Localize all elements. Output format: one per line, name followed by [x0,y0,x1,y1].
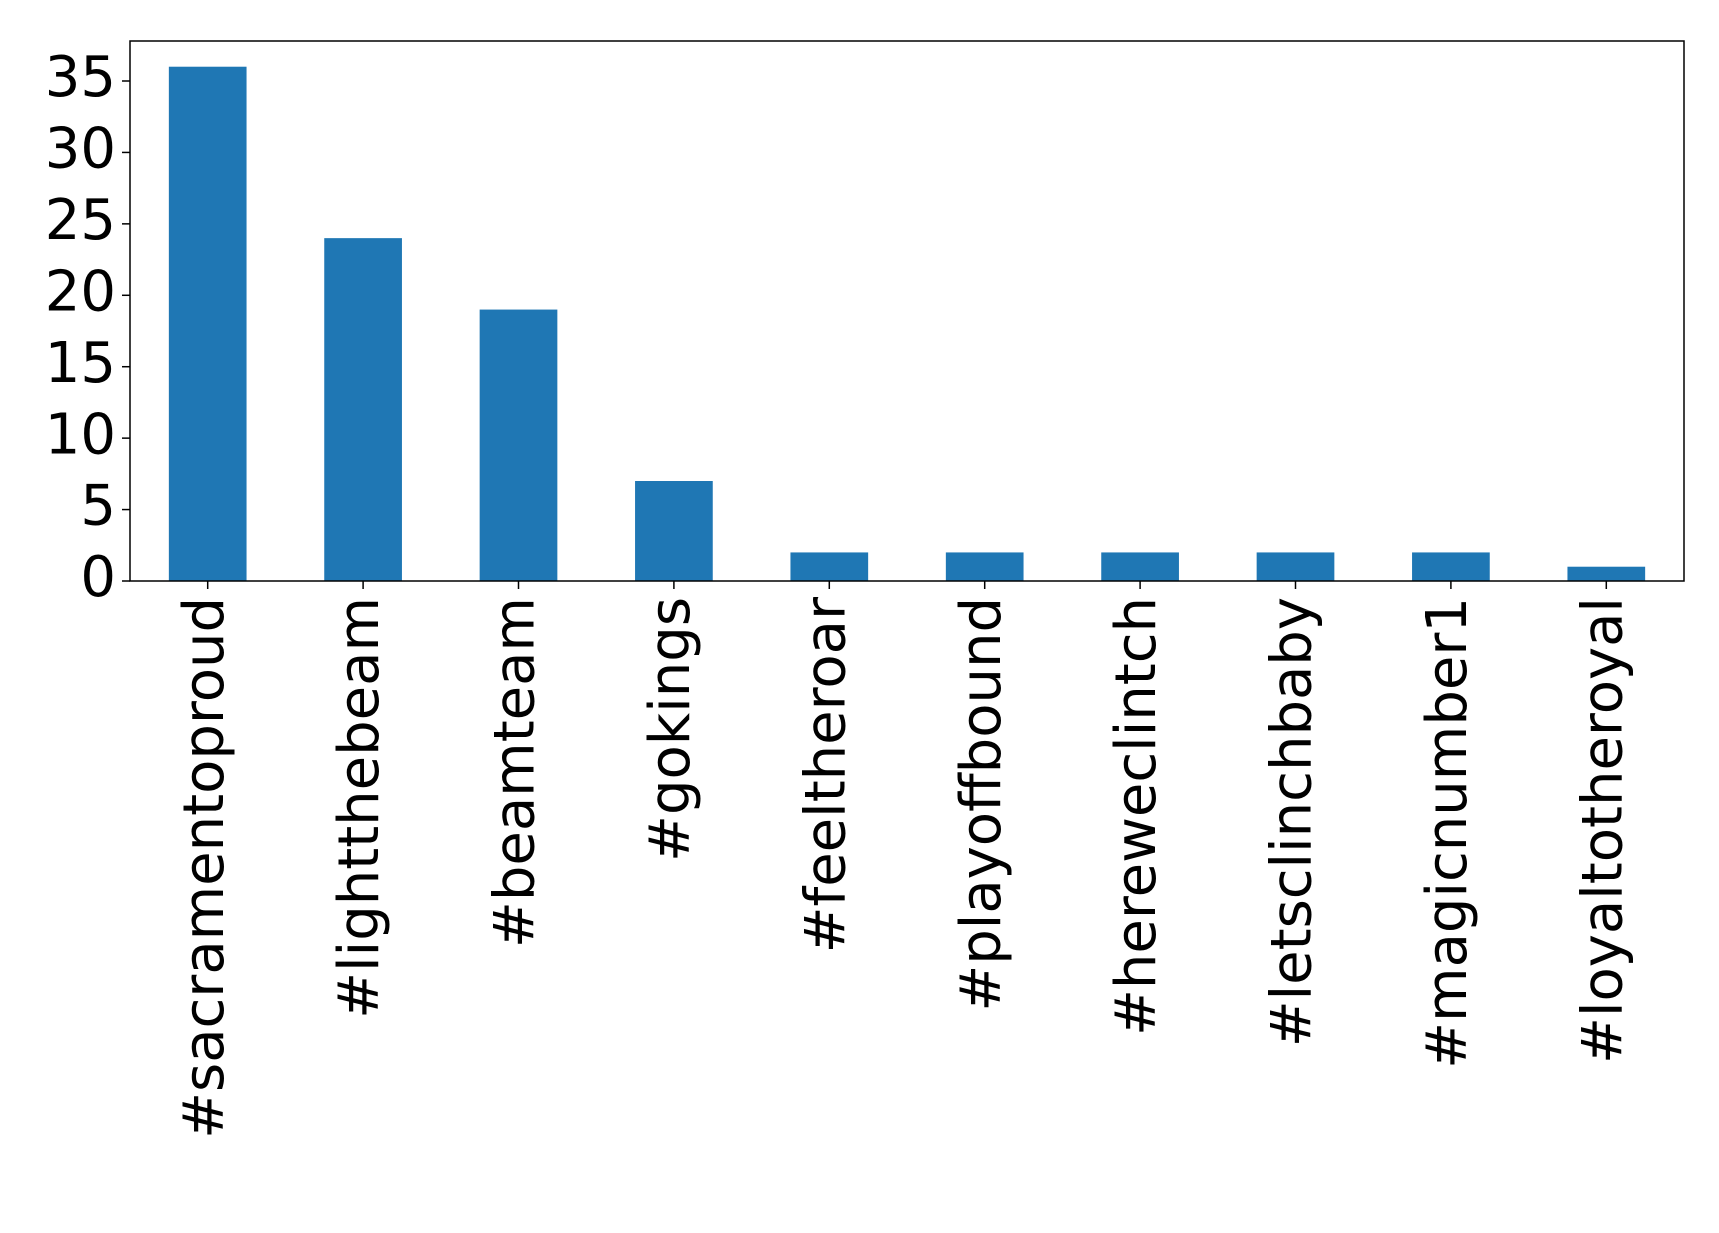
x-tick-label: #hereweclintch [1104,597,1169,1036]
y-tick-label: 15 [45,331,116,396]
x-tick-label: #playoffbound [949,597,1014,1012]
bar [479,309,558,581]
x-tick-label: #lightthebeam [327,597,392,1019]
bar [1256,552,1335,581]
bar [945,552,1024,581]
bar [790,552,869,581]
bar [168,66,247,581]
y-tick-label: 0 [80,545,116,610]
bar [1567,566,1646,581]
x-tick-label: #beamteam [483,597,548,948]
bar [1412,552,1490,581]
y-tick-label: 25 [45,188,116,253]
y-tick-label: 5 [80,474,116,539]
y-tick-label: 20 [45,259,116,324]
y-tick-label: 10 [45,402,116,467]
y-tick-label: 35 [45,45,116,110]
x-tick-label: #letsclinchbaby [1260,597,1325,1047]
x-tick-label: #gokings [638,597,703,862]
x-tick-label: #feeltheroar [793,596,858,953]
bar [324,238,402,581]
plot-frame [129,40,1685,582]
y-tick-label: 30 [45,117,116,182]
x-tick-label: #magicnumber1 [1415,597,1480,1069]
bar [1101,552,1179,581]
x-tick-label: #loyaltotheroyal [1570,597,1635,1064]
x-tick-label: #sacramentoproud [172,597,237,1139]
bar [635,481,713,581]
